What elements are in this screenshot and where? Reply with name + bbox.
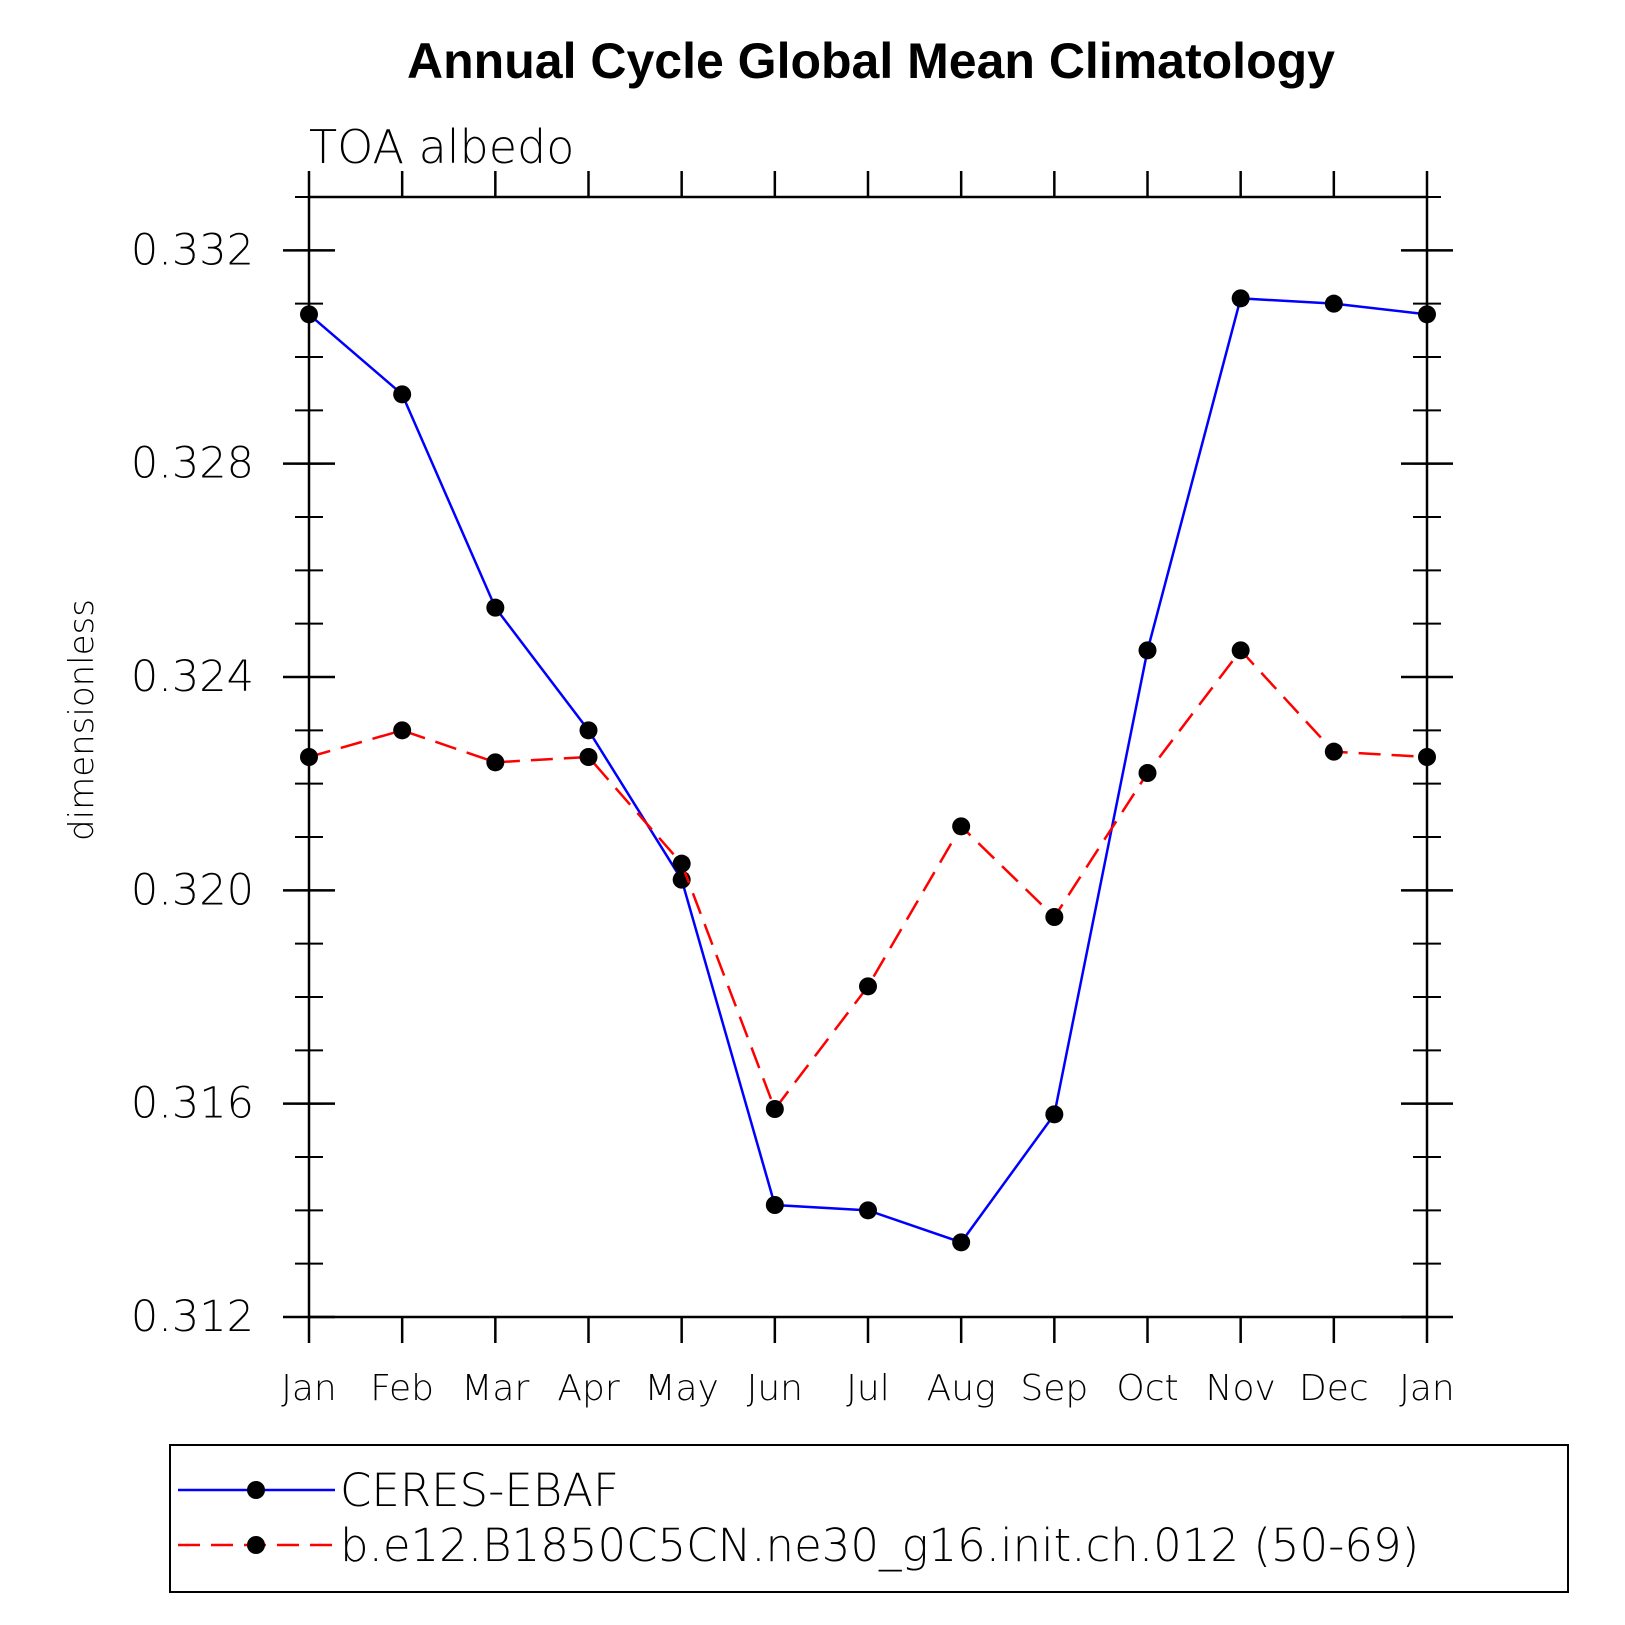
y-tick-labels: 0.312 0.316 0.320 0.324 0.328 0.332 xyxy=(131,225,254,1342)
legend-marker xyxy=(247,1536,265,1554)
data-point xyxy=(1138,641,1157,660)
x-tick-label: Sep xyxy=(1020,1368,1088,1409)
data-point xyxy=(859,977,877,996)
x-tick-label: Jan xyxy=(281,1368,337,1409)
data-point xyxy=(1045,908,1064,926)
data-series xyxy=(300,289,1436,1252)
data-point xyxy=(1418,748,1436,766)
x-tick-label: Nov xyxy=(1206,1368,1276,1409)
data-point xyxy=(1324,742,1343,761)
data-point xyxy=(300,305,318,324)
y-tick-label: 0.332 xyxy=(131,225,254,275)
data-point xyxy=(1418,305,1436,324)
data-point xyxy=(393,721,412,740)
legend-box xyxy=(169,1444,1569,1593)
y-tick-label: 0.324 xyxy=(131,652,254,702)
data-point xyxy=(393,385,412,404)
legend-marker xyxy=(247,1481,265,1499)
x-tick-labels: Jan Feb Mar Apr May Jun Jul Aug Sep Oct Nov Dec Jan xyxy=(281,1368,1455,1409)
legend-label: b.e12.B1850C5CN.ne30_g16.init.ch.012 (50… xyxy=(340,1519,1419,1572)
axis-ticks xyxy=(283,171,1453,1343)
x-tick-label: Oct xyxy=(1116,1368,1178,1409)
data-point xyxy=(952,1233,971,1252)
y-axis-label: dimensionless xyxy=(62,599,102,841)
x-tick-label: Jun xyxy=(747,1368,803,1409)
y-tick-label: 0.316 xyxy=(131,1079,254,1129)
data-point xyxy=(486,753,505,772)
y-tick-label: 0.312 xyxy=(131,1292,254,1342)
y-tick-label: 0.328 xyxy=(131,439,254,489)
x-tick-label: Aug xyxy=(927,1368,996,1409)
data-point xyxy=(765,1196,784,1214)
data-point xyxy=(300,748,318,766)
chart-title: Annual Cycle Global Mean Climatology xyxy=(407,33,1335,89)
x-tick-label: Apr xyxy=(557,1368,619,1409)
series-line-1 xyxy=(308,648,1428,1112)
data-point xyxy=(672,854,691,873)
legend-label: CERES-EBAF xyxy=(340,1464,619,1517)
series-line-0 xyxy=(308,297,1428,1244)
data-point xyxy=(952,817,971,836)
x-tick-label: Jan xyxy=(1399,1368,1455,1409)
data-point xyxy=(1231,289,1250,308)
x-tick-label: Dec xyxy=(1299,1368,1369,1409)
y-tick-label: 0.320 xyxy=(131,865,254,915)
data-point xyxy=(1231,641,1250,660)
legend-entries: CERES-EBAFb.e12.B1850C5CN.ne30_g16.init.… xyxy=(178,1464,1419,1572)
data-point xyxy=(1324,294,1343,313)
data-point xyxy=(859,1201,877,1220)
x-tick-label: Feb xyxy=(370,1368,434,1409)
x-tick-label: Mar xyxy=(461,1368,529,1409)
data-point xyxy=(765,1100,784,1118)
x-tick-label: Jul xyxy=(846,1368,889,1409)
data-point xyxy=(579,721,598,740)
data-point xyxy=(1138,764,1157,782)
data-point xyxy=(579,748,598,766)
data-point xyxy=(1045,1105,1064,1124)
chart-subtitle: TOA albedo xyxy=(309,120,574,174)
data-point xyxy=(486,598,505,617)
x-tick-label: May xyxy=(644,1368,718,1409)
legend: CERES-EBAFb.e12.B1850C5CN.ne30_g16.init.… xyxy=(169,1444,1569,1593)
